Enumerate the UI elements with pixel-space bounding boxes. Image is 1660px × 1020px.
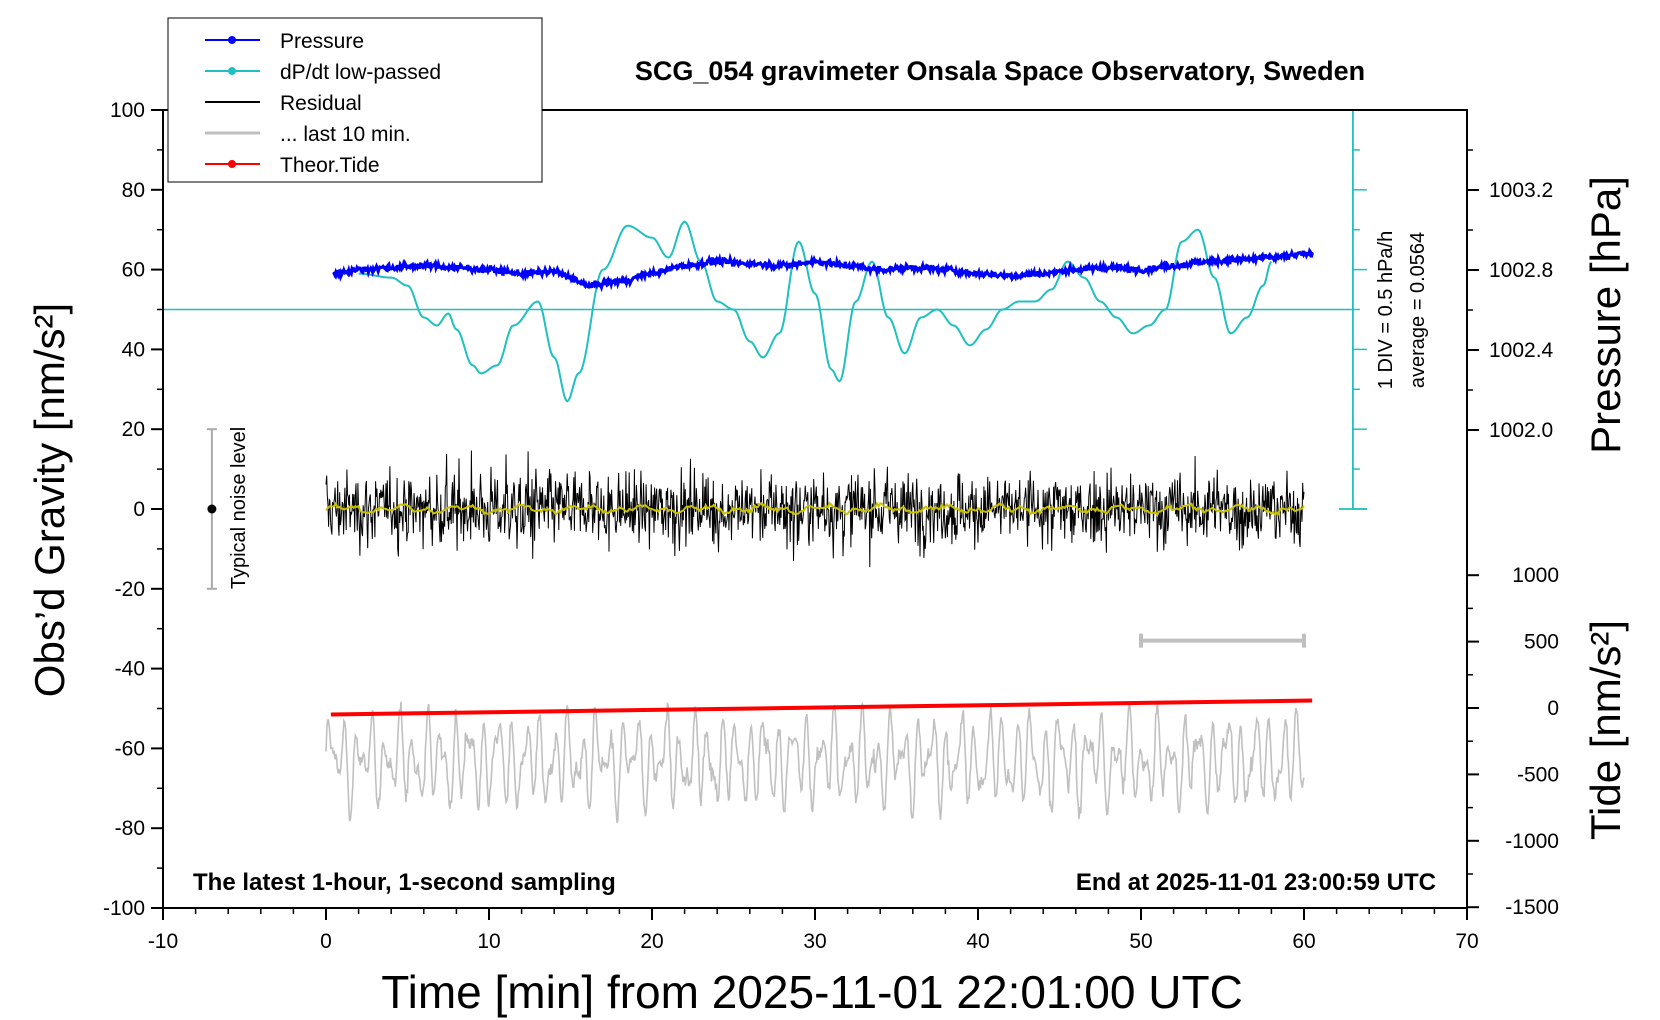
y-tick-label: -40 [115, 658, 145, 681]
residual-series-line [325, 450, 1305, 568]
legend-label: Residual [280, 92, 362, 115]
labels-layer: -10 0 10 20 30 40 50 60 70-100-80-60-40-20020406… [103, 99, 1559, 953]
annotation-bottom-right: End at 2025-11-01 23:00:59 UTC [1076, 869, 1436, 896]
y-tick-label: -80 [115, 817, 145, 840]
legend: Pressure dP/dt low-passed Residual ... last… [167, 17, 543, 183]
noise-level-label: Typical noise level [228, 427, 250, 589]
tide-tick-label: 500 [1524, 631, 1559, 654]
y-tick-label: 40 [122, 338, 145, 361]
annotation-bottom-left: The latest 1-hour, 1-second sampling [193, 869, 616, 896]
y-axis-title-pressure: Pressure [hPa] [1582, 176, 1629, 454]
y-tick-label: -100 [103, 897, 145, 920]
dpdt-series-line [358, 220, 1273, 403]
last-10-min-series-line [325, 700, 1305, 824]
y-axis-title-tide: Tide [nm/s²] [1582, 620, 1629, 840]
y-tick-label: -20 [115, 578, 145, 601]
pressure-tick-label: 1003.2 [1489, 179, 1553, 202]
legend-label: Pressure [280, 30, 364, 53]
y-axis-title-left: Obs’d Gravity [nm/s²] [26, 303, 73, 697]
tide-tick-label: -1000 [1505, 830, 1559, 853]
x-tick-label: 40 [966, 930, 989, 953]
y-tick-label: -60 [115, 737, 145, 760]
pressure-tick-label: 1002.8 [1489, 259, 1553, 282]
x-tick-label: 60 [1292, 930, 1315, 953]
tide-tick-label: -500 [1517, 763, 1559, 786]
y-tick-label: 0 [133, 498, 145, 521]
y-tick-label: 100 [110, 99, 145, 122]
series-layer [163, 109, 1367, 824]
legend-label: dP/dt low-passed [280, 61, 441, 84]
y-tick-label: 80 [122, 179, 145, 202]
legend-label: Theor.Tide [280, 154, 380, 177]
x-axis-title: Time [min] from 2025-11-01 22:01:00 UTC [381, 966, 1243, 1018]
x-tick-label: 10 [477, 930, 500, 953]
x-tick-label: 20 [640, 930, 663, 953]
tide-tick-label: -1500 [1505, 896, 1559, 919]
chart-title: SCG_054 gravimeter Onsala Space Observat… [635, 56, 1365, 86]
tide-series-line [330, 698, 1313, 717]
pressure-tick-label: 1002.4 [1489, 339, 1554, 362]
residual-smoothed-line [325, 501, 1305, 518]
legend-box [167, 17, 543, 183]
legend-marker [228, 160, 236, 168]
legend-marker [228, 36, 236, 44]
pressure-tick-label: 1002.0 [1489, 419, 1553, 442]
pressure-series-line [332, 247, 1314, 293]
y-tick-label: 20 [122, 418, 145, 441]
x-tick-label: 0 [320, 930, 332, 953]
legend-marker [228, 67, 236, 75]
average-label: average = 0.0564 [1407, 232, 1429, 388]
legend-label: ... last 10 min. [280, 123, 411, 146]
axes-layer [151, 109, 1479, 920]
x-tick-label: -10 [148, 930, 178, 953]
x-tick-label: 30 [803, 930, 826, 953]
noise-level-dot [207, 504, 217, 514]
x-tick-label: 70 [1455, 930, 1478, 953]
tide-tick-label: 0 [1547, 697, 1559, 720]
div-label: 1 DIV = 0.5 hPa/h [1375, 231, 1397, 389]
y-tick-label: 60 [122, 259, 145, 282]
x-tick-label: 50 [1129, 930, 1152, 953]
tide-tick-label: 1000 [1512, 564, 1559, 587]
